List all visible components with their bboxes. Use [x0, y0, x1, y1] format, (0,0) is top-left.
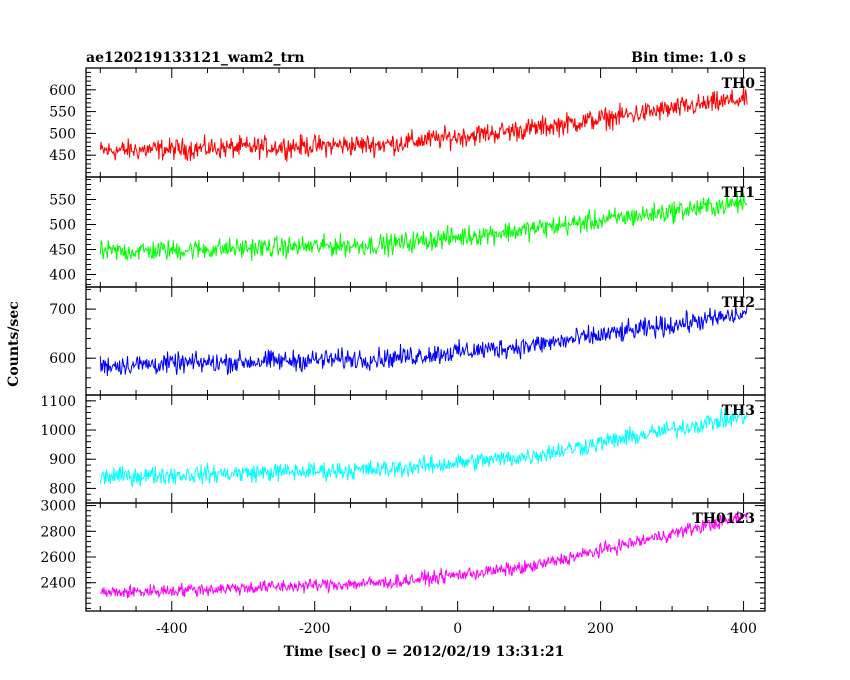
y-tick-label: 2600: [40, 550, 76, 566]
y-tick-label: 500: [49, 218, 76, 234]
panel-name-th1: TH1: [722, 185, 755, 201]
x-tick-label: -200: [299, 621, 330, 637]
y-axis-label: Counts/sec: [6, 301, 22, 387]
y-tick-label: 600: [49, 83, 76, 99]
y-tick-label: 550: [49, 193, 76, 209]
panel-name-th0: TH0: [722, 76, 756, 92]
panel-name-th0123: TH0123: [692, 511, 755, 527]
chart-title: ae120219133121_wam2_trn: [86, 50, 305, 66]
y-tick-label: 450: [49, 243, 76, 259]
panel-th0: 450 500 550 600 TH0: [49, 67, 766, 178]
x-tick-label: 0: [453, 621, 462, 637]
y-tick-label: 3000: [40, 499, 76, 515]
panel-th3: 800 900 1000 1100 TH3: [40, 394, 766, 504]
panel-th1: 400 450 500 550 TH1: [49, 176, 766, 288]
y-tick-label: 550: [49, 105, 76, 121]
x-tick-label: 400: [730, 621, 757, 637]
panel-name-th2: TH2: [722, 295, 755, 311]
bin-time-label: Bin time: 1.0 s: [631, 50, 746, 66]
y-tick-label: 700: [49, 302, 76, 318]
y-tick-label: 800: [49, 481, 76, 497]
panel-frame: [85, 394, 766, 504]
y-tick-label: 500: [49, 126, 76, 142]
panel-name-th3: TH3: [722, 403, 755, 419]
series-th3: [99, 407, 748, 487]
y-tick-label: 2800: [40, 524, 76, 540]
x-tick-label: -400: [156, 621, 187, 637]
y-tick-label: 400: [49, 268, 76, 284]
y-tick-label: 900: [49, 452, 76, 468]
y-tick-label: 600: [49, 351, 76, 367]
panel-th0123: 2400 2600 2800 3000 TH0123: [40, 499, 766, 612]
panel-frame: [85, 286, 766, 396]
y-tick-label: 1000: [40, 423, 76, 439]
series-th1: [99, 191, 748, 262]
y-tick-label: 2400: [40, 576, 76, 592]
panel-th2: 600 700 TH2: [49, 286, 766, 396]
panel-frame: [85, 502, 766, 612]
y-tick-label: 450: [49, 148, 76, 164]
series-th2: [99, 305, 748, 377]
x-tick-label: 200: [587, 621, 614, 637]
y-tick-label: 1100: [40, 394, 76, 410]
x-axis-label: Time [sec] 0 = 2012/02/19 13:31:21: [284, 644, 565, 660]
series-th0123: [100, 511, 748, 599]
series-th0: [99, 85, 748, 162]
panel-frame: [85, 176, 766, 288]
